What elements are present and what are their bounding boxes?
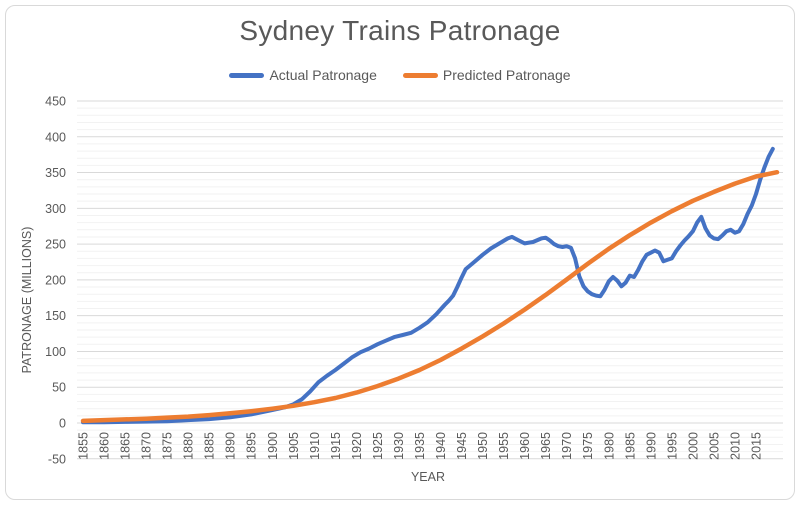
x-tick-label: 2015 [750,432,764,460]
y-tick-label: 100 [45,345,66,359]
x-tick-label: 1935 [413,432,427,460]
x-tick-label: 1950 [476,432,490,460]
x-tick-label: 1880 [182,432,196,460]
legend-label-actual: Actual Patronage [269,67,377,83]
x-tick-label: 1985 [623,432,637,460]
x-tick-label: 1955 [497,432,511,460]
plot-layers: -50 0 50 100 150 200 250 300 350 400 450 1855 1860 18… [45,94,783,466]
x-tick-label: 1905 [287,432,301,460]
x-tick-label: 2000 [686,432,700,460]
y-tick-label: -50 [48,452,66,466]
x-tick-label: 1890 [224,432,238,460]
x-tick-label: 1860 [98,432,112,460]
x-tick-label: 1900 [266,432,280,460]
x-tick-label: 1940 [434,432,448,460]
x-tick-label: 1855 [77,432,91,460]
legend-label-predicted: Predicted Patronage [442,67,571,83]
x-tick-label: 1995 [665,432,679,460]
y-tick-label: 400 [45,130,66,144]
x-tick-label: 1885 [203,432,217,460]
x-tick-label: 1990 [644,432,658,460]
x-axis-title: YEAR [411,470,445,484]
y-tick-label: 50 [52,381,66,395]
x-tick-label: 1980 [602,432,616,460]
x-tick-label: 1865 [119,432,133,460]
y-tick-label: 450 [45,94,66,108]
y-tick-label: 250 [45,238,66,252]
y-axis-title: PATRONAGE (MILLIONS) [20,227,34,374]
y-tick-label: 0 [59,417,66,431]
legend-item-actual: Actual Patronage [229,67,377,83]
actual-series-swatch [229,72,265,78]
x-tick-label: 1925 [371,432,385,460]
x-tick-label: 1975 [581,432,595,460]
legend: Actual Patronage Predicted Patronage [0,65,800,85]
x-tick-label: 1930 [392,432,406,460]
x-tick-label: 1960 [518,432,532,460]
x-tick-label: 1910 [308,432,322,460]
x-tick-label: 1970 [560,432,574,460]
x-tick-label: 1965 [539,432,553,460]
x-tick-label: 1945 [455,432,469,460]
x-tick-label: 1915 [329,432,343,460]
x-tick-label: 2005 [707,432,721,460]
x-tick-label: 1875 [161,432,175,460]
chart-title: Sydney Trains Patronage [239,15,561,46]
y-tick-label: 200 [45,273,66,287]
actual-patronage-line [81,146,775,425]
x-tick-label: 1920 [350,432,364,460]
legend-item-predicted: Predicted Patronage [402,67,571,83]
predicted-patronage-line [80,169,780,424]
y-tick-label: 150 [45,309,66,323]
x-tick-label: 2010 [728,432,742,460]
x-tick-label: 1895 [245,432,259,460]
x-tick-label: 1870 [140,432,154,460]
predicted-series-swatch [402,72,438,78]
y-tick-label: 300 [45,202,66,216]
y-tick-label: 350 [45,166,66,180]
